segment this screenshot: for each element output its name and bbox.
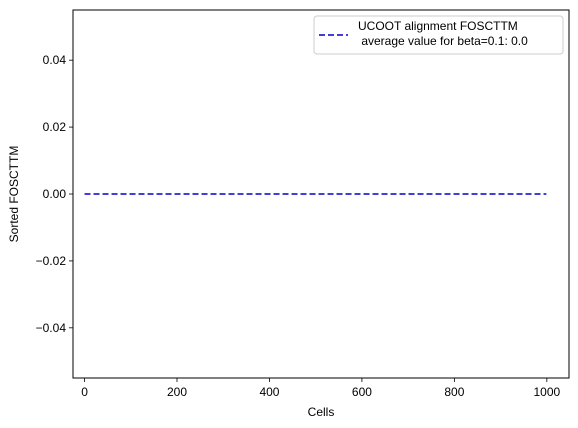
legend-entry-line-1: UCOOT alignment FOSCTTM	[358, 19, 518, 33]
y-axis-ticks: −0.04 −0.02 0.00 0.02 0.04	[36, 53, 73, 335]
legend-entry-line-2: average value for beta=0.1: 0.0	[358, 34, 528, 48]
y-tick-label: −0.04	[36, 321, 67, 335]
x-axis-label: Cells	[308, 405, 335, 419]
x-axis-ticks: 0 200 400 600 800 1000	[81, 378, 561, 399]
legend-box	[313, 15, 564, 55]
legend: UCOOT alignment FOSCTTM average value fo…	[313, 15, 564, 55]
y-tick-label: −0.02	[36, 254, 67, 268]
y-axis-label: Sorted FOSCTTM	[7, 146, 21, 243]
y-tick-label: 0.02	[43, 120, 67, 134]
y-tick-label: 0.00	[43, 187, 67, 201]
legend-entry-label: UCOOT alignment FOSCTTM average value fo…	[358, 19, 528, 48]
x-tick-label: 600	[352, 385, 372, 399]
y-tick-label: 0.04	[43, 53, 67, 67]
x-tick-label: 400	[259, 385, 279, 399]
x-tick-label: 200	[167, 385, 187, 399]
x-tick-label: 800	[444, 385, 464, 399]
x-tick-label: 0	[81, 385, 88, 399]
x-tick-label: 1000	[533, 385, 560, 399]
